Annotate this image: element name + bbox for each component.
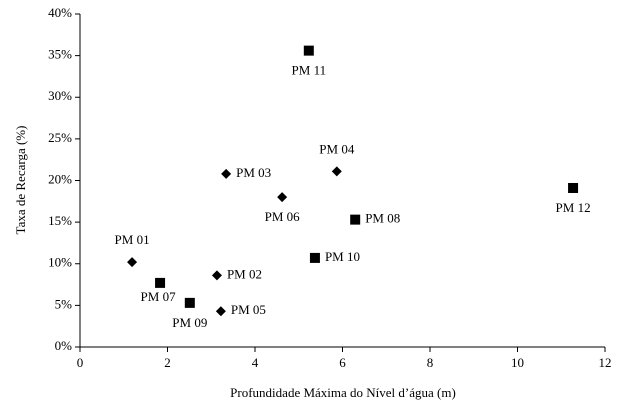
y-tick-label: 20% [48, 171, 72, 186]
y-tick-label: 5% [55, 296, 73, 311]
y-tick-label: 0% [55, 338, 73, 353]
y-tick-label: 40% [48, 5, 72, 20]
diamond-marker [221, 168, 232, 179]
x-tick-label: 4 [252, 355, 259, 370]
point-label: PM 12 [556, 200, 591, 215]
point-label: PM 07 [141, 289, 177, 304]
diamond-marker [215, 306, 226, 317]
point-label: PM 03 [236, 165, 271, 180]
point-label: PM 01 [115, 232, 150, 247]
y-tick-label: 30% [48, 88, 72, 103]
x-axis-title: Profundidade Máxima do Nível d’água (m) [230, 385, 456, 400]
square-marker [309, 252, 320, 263]
diamond-marker [331, 166, 342, 177]
point-label: PM 02 [227, 266, 262, 281]
y-tick-label: 35% [48, 47, 72, 62]
diamond-marker [211, 270, 222, 281]
point-label: PM 08 [365, 211, 400, 226]
x-tick-label: 0 [77, 355, 84, 370]
y-tick-label: 10% [48, 255, 72, 270]
point-label: PM 05 [231, 302, 266, 317]
y-tick-label: 25% [48, 130, 72, 145]
square-marker [184, 297, 195, 308]
y-axis-title: Taxa de Recarga (%) [13, 126, 28, 235]
diamond-marker [127, 257, 138, 268]
x-tick-label: 2 [164, 355, 171, 370]
point-label: PM 04 [319, 141, 355, 156]
point-label: PM 06 [265, 209, 301, 224]
x-tick-label: 12 [599, 355, 612, 370]
diamond-marker [277, 192, 288, 203]
square-marker [568, 182, 579, 193]
x-tick-label: 6 [339, 355, 346, 370]
point-label: PM 11 [292, 63, 327, 78]
point-label: PM 09 [172, 315, 207, 330]
square-marker [303, 45, 314, 56]
square-marker [155, 277, 166, 288]
square-marker [350, 214, 361, 225]
point-label: PM 10 [325, 249, 360, 264]
x-tick-label: 8 [427, 355, 434, 370]
x-tick-label: 10 [511, 355, 524, 370]
y-tick-label: 15% [48, 213, 72, 228]
